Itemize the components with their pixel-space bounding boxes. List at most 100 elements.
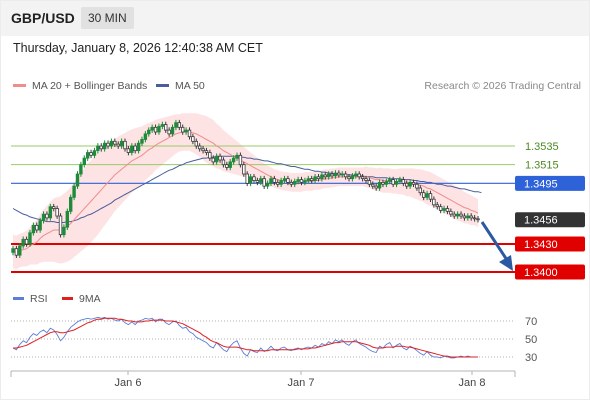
candle (65, 208, 70, 230)
candle (102, 140, 107, 152)
legend-9ma: 9MA (62, 293, 101, 305)
rsi-ma9-line (13, 317, 478, 358)
candle-body (337, 172, 341, 176)
candle (293, 178, 297, 188)
candle-body (221, 159, 226, 166)
candle-body (306, 178, 310, 181)
candle (133, 143, 137, 154)
candle-body (208, 152, 212, 159)
candle (333, 170, 338, 179)
timestamp: Thursday, January 8, 2026 12:40:38 AM CE… (13, 41, 263, 55)
candle-body (181, 126, 185, 133)
chart-header: GBP/USD 30 MIN (0, 0, 590, 36)
candle (371, 181, 375, 189)
candle-body (89, 152, 93, 156)
candle (398, 176, 402, 185)
candle-body (377, 181, 382, 189)
candle (405, 180, 409, 189)
bollinger-area (13, 113, 478, 270)
candle-body (153, 126, 158, 133)
candle-body (62, 226, 66, 236)
candle (350, 173, 355, 182)
candle (21, 236, 25, 249)
candle (14, 245, 19, 258)
candle-body (102, 142, 107, 150)
candle (452, 211, 456, 219)
candle (177, 119, 182, 131)
candle (269, 175, 273, 187)
currency-pair: GBP/USD (11, 10, 75, 26)
candle (408, 179, 412, 189)
rsi-swatch-icon (13, 296, 24, 300)
candle-body (96, 145, 100, 152)
candle (425, 190, 429, 201)
resistance-2-label: 1.3535 (525, 141, 559, 153)
candle (160, 121, 165, 130)
ma9-swatch-icon (62, 296, 73, 300)
candle (374, 183, 378, 191)
candle-body (218, 155, 222, 161)
candle (153, 124, 158, 135)
candle-body (160, 124, 165, 127)
candle-body (343, 173, 348, 178)
candle-body (11, 248, 15, 253)
candle (231, 155, 236, 165)
candle-body (432, 198, 436, 206)
candle-body (360, 176, 365, 180)
ma20-swatch-icon (13, 83, 26, 87)
candle (469, 213, 473, 221)
candle (72, 183, 76, 201)
candle-body (469, 215, 473, 219)
candle-body (405, 182, 409, 187)
candle (147, 127, 151, 137)
candle-body (18, 245, 22, 256)
rsi-line (12, 316, 478, 359)
candle-body (364, 178, 368, 181)
candle (282, 175, 287, 184)
candle-body (65, 210, 70, 228)
candle-body (425, 193, 429, 198)
candle-body (140, 139, 144, 144)
candle-body (41, 213, 46, 222)
candle (238, 152, 243, 168)
candle-body (418, 187, 422, 194)
candle (421, 189, 426, 201)
candle (337, 170, 341, 178)
candle (316, 174, 321, 182)
rsi-level-50-label: 50 (525, 334, 537, 346)
candle (167, 127, 171, 137)
candle-body (235, 154, 239, 159)
candle (143, 131, 148, 143)
candle-body (204, 150, 209, 153)
candle (245, 171, 249, 187)
candle-body (394, 181, 399, 185)
candle (75, 171, 80, 189)
candle-body (282, 178, 287, 181)
support-1-label: 1.3430 (524, 239, 558, 251)
current-tag (515, 212, 585, 228)
candle-body (442, 208, 446, 211)
candle (38, 217, 42, 233)
candle (211, 155, 215, 165)
candle-body (466, 215, 470, 219)
candle (41, 211, 46, 224)
candle-body (113, 140, 117, 145)
candle-body (289, 181, 294, 185)
candle-body (157, 126, 161, 133)
candle (445, 205, 450, 215)
candle-body (415, 183, 419, 189)
candle (201, 146, 205, 154)
candle (197, 143, 202, 152)
candle (357, 171, 361, 180)
candle-body (350, 175, 355, 180)
candle-body (259, 178, 263, 183)
candle-body (435, 204, 439, 208)
candle (109, 138, 114, 149)
candles (11, 119, 480, 258)
candle (309, 175, 314, 184)
timeframe-button[interactable]: 30 MIN (81, 7, 134, 29)
candle-body (35, 224, 39, 231)
candle (214, 153, 219, 165)
candle-body (48, 206, 53, 219)
